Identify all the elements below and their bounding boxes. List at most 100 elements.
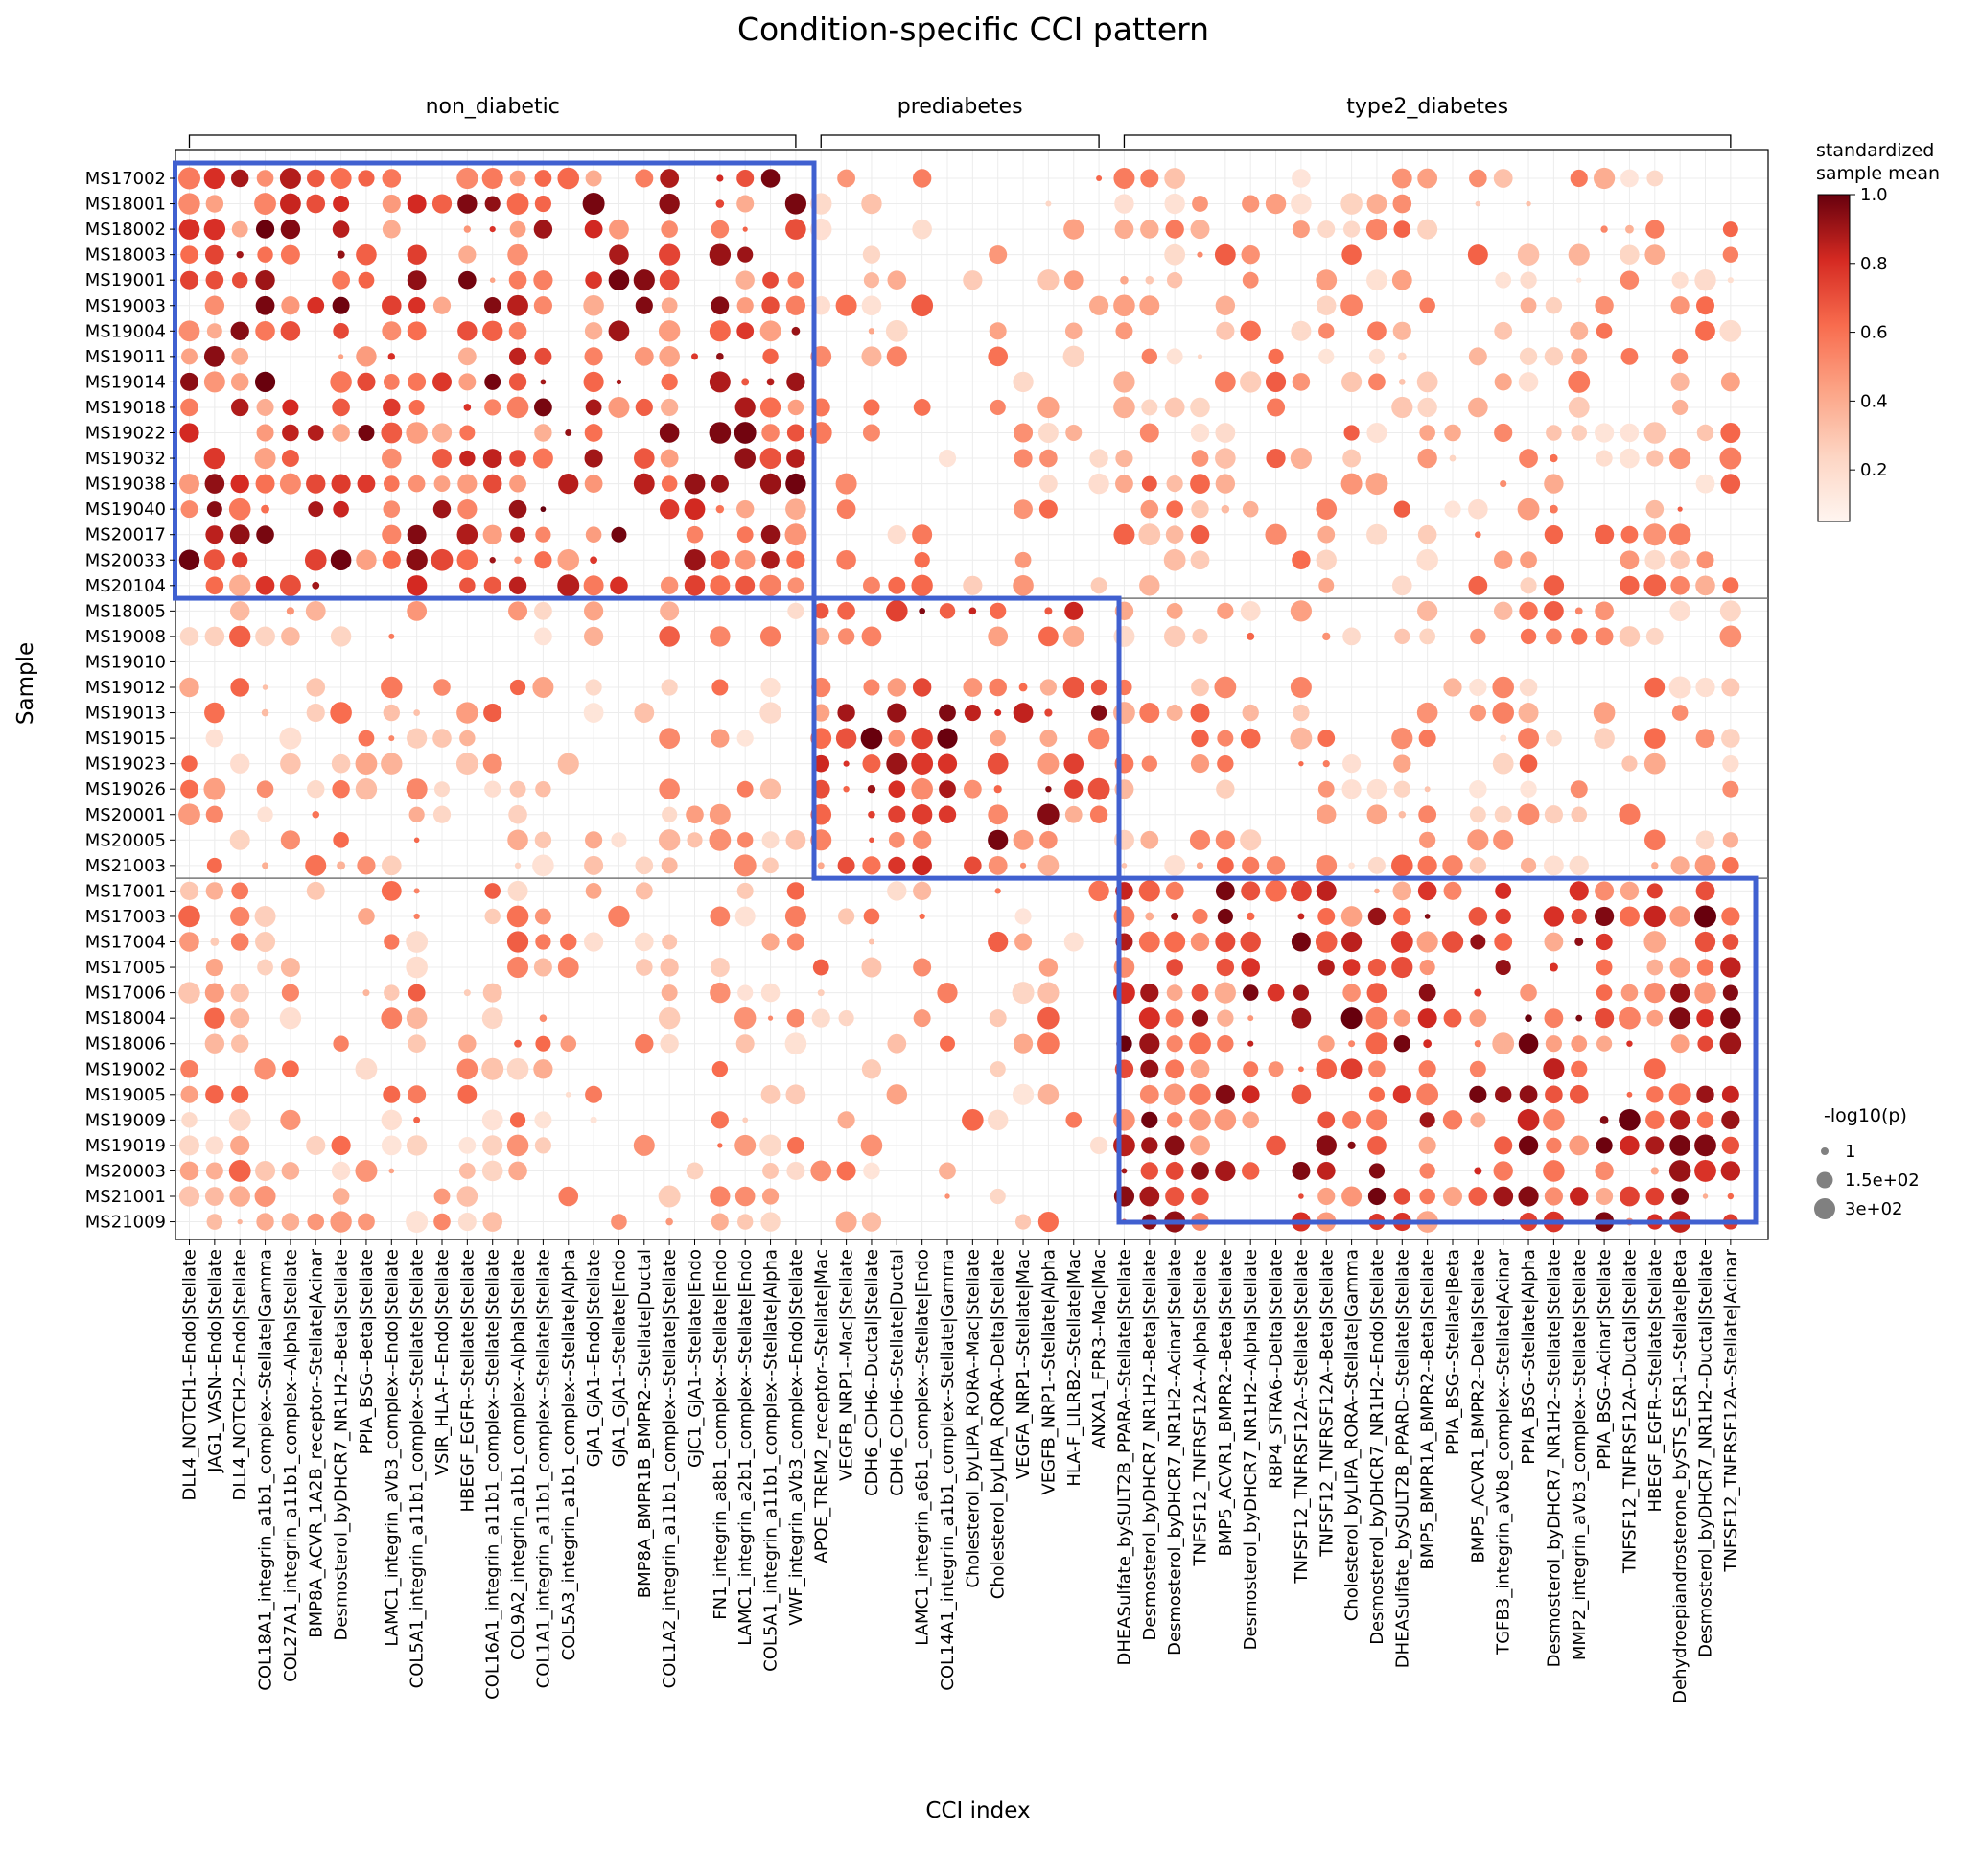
dot [489,226,496,233]
dot [1215,932,1236,952]
dot [280,244,300,265]
x-tick-label: Desmosterol_byDHCR7_NR1H2--Stellate|Stel… [1544,1249,1564,1667]
dot [1720,1161,1741,1181]
dot [939,1162,956,1180]
dot [785,498,806,520]
dot [1347,1141,1356,1149]
dot [565,1091,571,1098]
dot [507,243,528,266]
dot [508,270,527,290]
dot [1469,1085,1487,1103]
x-tick-label: CDH6_CDH6--Ductal|Stellate [862,1249,882,1496]
dot [1190,423,1210,443]
dot [506,931,529,953]
dot [228,1160,251,1182]
dot [1493,169,1513,188]
dot [1190,754,1210,774]
dot [179,627,199,646]
dot [407,600,428,621]
dot [962,1109,984,1131]
dot [1221,504,1230,514]
dot [759,473,781,495]
dot [734,854,757,877]
dot [634,448,655,469]
dot [1544,347,1564,366]
dot [1550,504,1558,514]
dot [256,1213,274,1231]
dot [1197,251,1203,258]
dot [787,577,804,594]
dot [1190,220,1210,240]
dot [661,679,678,696]
dot [634,703,655,723]
dot [1113,168,1135,189]
dot [661,984,678,1002]
x-tick-label: HBEGF_EGFR--Stellate|Stellate [457,1249,478,1513]
y-tick-label: MS21001 [85,1187,166,1207]
colorbar-tick-label: 1.0 [1860,185,1888,205]
dot [585,271,602,290]
dot [911,574,933,596]
dot [1543,906,1565,927]
dot [1545,297,1563,314]
dot [307,780,325,799]
dot [1596,984,1613,1001]
dot [759,448,781,470]
dot [786,372,805,392]
dot [635,398,653,417]
dot [179,423,199,443]
dot [1391,728,1413,750]
dot [837,856,855,874]
dot [1595,627,1614,646]
dot [1727,277,1734,284]
dot [1065,1112,1083,1128]
y-tick-label: MS19026 [85,779,166,799]
dot [381,1109,402,1131]
dot [861,1212,882,1232]
dot [888,805,906,823]
colorbar-tick-label: 0.4 [1860,391,1888,411]
dot [1090,679,1107,696]
dot [1367,856,1386,874]
y-tick-label: MS19004 [85,321,166,341]
dot [835,473,857,495]
dot [1544,932,1564,952]
group-highlight-box [811,595,1122,881]
dot [1368,348,1386,364]
dot [1166,348,1183,365]
y-tick-label: MS20104 [85,576,166,596]
x-axis-label: CCI index [925,1798,1030,1823]
dot [1475,531,1481,538]
dot [432,449,452,469]
dot [1419,297,1435,314]
dot [1367,907,1387,926]
dot [583,371,604,392]
y-tick-label: MS19038 [85,475,166,495]
dot [1341,371,1363,392]
dot [1392,321,1411,340]
dot [1163,1083,1186,1106]
dot [338,354,344,359]
dot [886,346,907,367]
dot [686,1162,704,1180]
dot [1621,755,1638,772]
dot [1695,320,1715,341]
dot [584,322,603,340]
dot [590,556,597,565]
dot [1517,803,1540,826]
dot [737,246,754,263]
dot [383,398,401,417]
dot [888,856,906,874]
dot [1317,295,1337,315]
dot [1668,676,1691,699]
dot [1247,912,1255,921]
dot [1189,1109,1211,1131]
dot [1164,193,1185,215]
dot [432,296,452,314]
dot [330,702,352,724]
dot [1063,753,1084,774]
dot [1670,576,1690,595]
dot [1696,424,1714,442]
x-tick-label: HLA-F_LILRB2--Stellate|Mac [1064,1249,1084,1487]
dot [514,1039,522,1048]
